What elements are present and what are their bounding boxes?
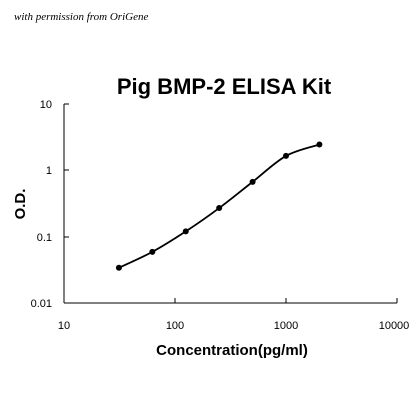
data-point-5 <box>283 152 289 159</box>
x-axis-label: Concentration(pg/ml) <box>156 342 308 359</box>
y-tick-label-0: 0.01 <box>31 298 52 310</box>
data-point-1 <box>149 248 156 255</box>
x-tick-label-1: 100 <box>166 320 184 332</box>
credit-text: with permission from OriGene <box>14 11 148 23</box>
y-tick-label-1: 0.1 <box>37 232 52 244</box>
data-point-2 <box>182 228 189 235</box>
data-point-3 <box>216 205 223 212</box>
y-tick-label-2: 1 <box>46 165 52 177</box>
data-point-0 <box>115 264 122 271</box>
chart-title: Pig BMP-2 ELISA Kit <box>117 74 332 99</box>
data-point-4 <box>249 178 256 185</box>
data-point-6 <box>316 141 323 148</box>
y-axis-label: O.D. <box>12 189 29 220</box>
x-tick-label-2: 1000 <box>274 320 298 332</box>
plot-area <box>115 141 323 271</box>
y-tick-label-3: 10 <box>40 99 52 111</box>
x-tick-label-0: 10 <box>58 320 70 332</box>
x-tick-label-3: 10000 <box>379 320 410 332</box>
